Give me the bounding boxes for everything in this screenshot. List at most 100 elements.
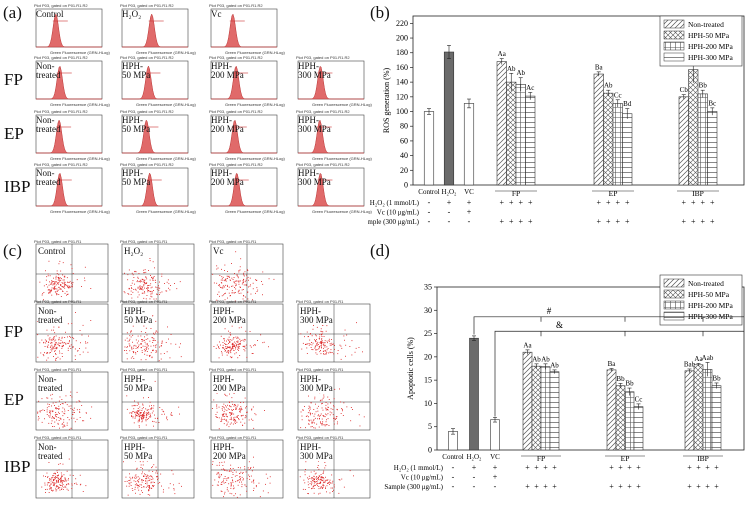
dot-event [46,484,48,486]
dot-event [144,336,145,338]
dot-event [61,411,63,413]
dot-event [140,347,142,349]
dot-event [136,281,138,283]
dot-event [70,405,72,407]
dot-event [139,416,140,418]
dot-event [138,281,140,283]
dot-event [56,479,58,481]
dot-event [163,353,165,354]
dot-event [52,338,54,340]
dot-event [341,409,343,410]
dot-event [61,474,63,476]
dot-event [319,414,321,416]
dot-plot-label: Non- treated [38,374,63,393]
dot-event [144,473,145,475]
condition-sign: - [452,473,455,482]
dot-event [169,357,171,359]
dot-event [320,479,321,481]
dot-event [321,341,322,343]
dot-event [229,347,231,349]
dot-event [66,424,68,426]
condition-sign: + [534,482,539,491]
dot-event [157,477,159,479]
dot-event [242,414,244,416]
dot-event [142,479,144,481]
dot-event [322,480,324,482]
dot-event [53,346,55,348]
dot-event [312,486,314,488]
dot-event [58,479,60,480]
dot-event [243,279,244,281]
dot-event [358,414,360,416]
dot-event [137,347,139,349]
dot-event [55,413,57,415]
dot-event [313,419,315,421]
dot-event [333,489,334,491]
dot-event [128,485,130,487]
dot-event [43,475,44,477]
dot-event [333,486,335,488]
dot-event [234,353,236,355]
condition-sign: + [493,473,498,482]
dot-event [341,347,343,349]
dot-event [233,277,235,278]
condition-sign: - [452,482,455,491]
dot-event [153,464,155,466]
condition-sign: + [499,217,504,226]
condition-sign: + [518,198,523,207]
dot-event [71,268,73,269]
dot-event [158,360,160,362]
dot-event [151,276,153,278]
dot-event [141,347,142,349]
dot-event [261,281,262,282]
dot-plot-header: Plot P03, gated on P01.R1 [120,299,168,304]
dot-event [62,283,64,284]
dot-event [47,476,48,478]
dot-event [325,465,327,467]
dot-event [363,416,365,418]
dot-event [308,478,309,480]
dot-event [68,285,70,287]
dot-event [134,416,136,418]
dot-event [245,347,247,349]
dot-event [149,354,151,356]
dot-event [232,468,234,469]
dot-plot: Plot P03, gated on P01.R1 HPH- 200 MPa [203,367,285,434]
dot-event [219,285,221,287]
dot-event [222,415,224,417]
dot-event [314,398,316,400]
dot-event [248,461,250,463]
dot-event [135,348,137,349]
dot-event [49,289,50,291]
dot-event [56,346,58,348]
significance-letter: Ab [541,355,550,363]
dot-event [250,293,252,295]
dot-event [246,490,248,492]
dot-event [234,292,235,294]
dot-event [223,469,225,471]
dot-event [318,478,319,480]
dot-event [217,484,219,486]
dot-event [164,283,165,284]
dot-event [155,346,157,348]
dot-event [142,403,144,405]
dot-event [222,414,224,416]
dot-event [238,346,240,347]
dot-event [304,474,306,476]
dot-event [140,287,142,289]
dot-event [331,482,333,484]
dot-event [309,333,311,335]
dot-event [63,486,65,488]
legend-swatch [663,278,685,288]
dot-event [235,347,237,348]
dot-event [329,344,331,346]
dot-event [321,334,323,335]
dot-event [167,279,169,281]
dot-event [239,343,241,345]
dot-event [152,315,154,317]
condition-sign: - [468,217,471,226]
dot-event [326,349,328,351]
dot-event [229,332,231,334]
dot-event [129,344,131,346]
dot-event [150,414,151,416]
